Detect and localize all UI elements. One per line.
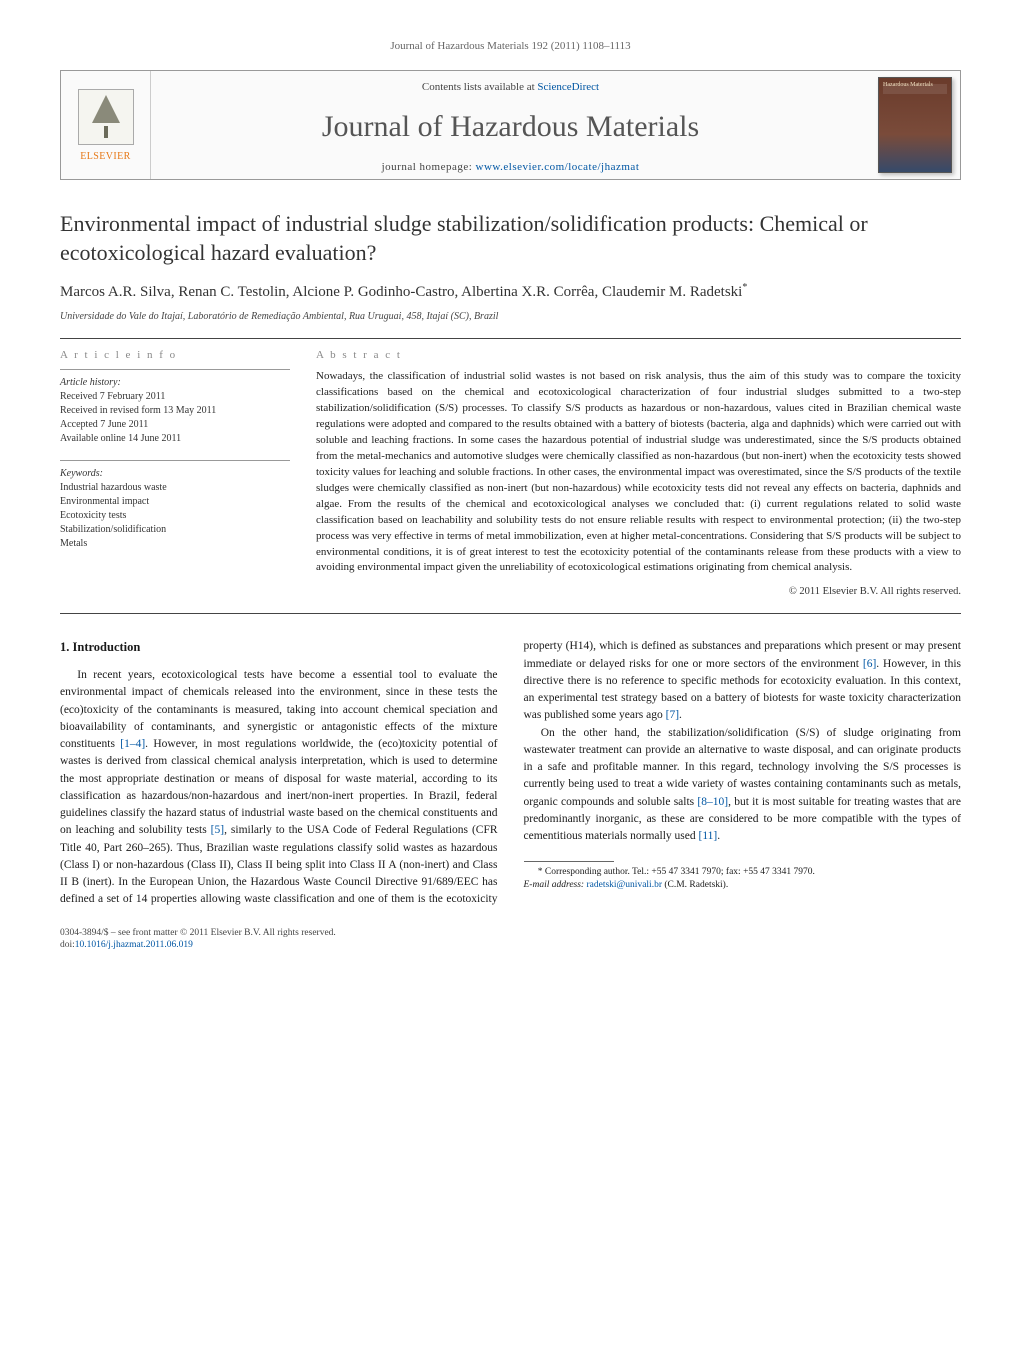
contents-prefix: Contents lists available at	[422, 81, 537, 93]
p1b: . However, in most regulations worldwide…	[60, 738, 498, 836]
keyword: Metals	[60, 537, 290, 551]
contents-line: Contents lists available at ScienceDirec…	[159, 81, 862, 93]
citation-link[interactable]: [8–10]	[697, 796, 728, 808]
affiliation: Universidade do Vale do Itajaí, Laborató…	[60, 311, 961, 322]
running-head: Journal of Hazardous Materials 192 (2011…	[60, 40, 961, 52]
keyword: Stabilization/solidification	[60, 523, 290, 537]
footnote-separator	[524, 861, 614, 862]
publisher-block: ELSEVIER	[61, 71, 151, 179]
abstract-heading: a b s t r a c t	[316, 349, 961, 361]
publisher-tree-icon	[78, 89, 134, 145]
keywords-list: Industrial hazardous waste Environmental…	[60, 481, 290, 551]
page-root: Journal of Hazardous Materials 192 (2011…	[0, 0, 1021, 982]
journal-name: Journal of Hazardous Materials	[159, 110, 862, 144]
abstract-column: a b s t r a c t Nowadays, the classifica…	[316, 349, 961, 597]
keywords-label: Keywords:	[60, 468, 103, 479]
citation-link[interactable]: [7]	[666, 709, 679, 721]
corresponding-mark: *	[742, 282, 747, 293]
author-list: Marcos A.R. Silva, Renan C. Testolin, Al…	[60, 281, 961, 303]
abstract-copyright: © 2011 Elsevier B.V. All rights reserved…	[316, 586, 961, 597]
author-names: Marcos A.R. Silva, Renan C. Testolin, Al…	[60, 284, 742, 300]
sciencedirect-link[interactable]: ScienceDirect	[537, 81, 599, 93]
rule-bottom	[60, 613, 961, 614]
info-abstract-row: a r t i c l e i n f o Article history: R…	[60, 349, 961, 597]
p3c: .	[717, 830, 720, 842]
cover-block: Hazardous Materials	[870, 71, 960, 179]
info-subrule-2	[60, 460, 290, 461]
rule-top	[60, 338, 961, 339]
article-info-column: a r t i c l e i n f o Article history: R…	[60, 349, 290, 597]
received-revised-date: Received in revised form 13 May 2011	[60, 405, 216, 416]
publisher-name: ELSEVIER	[80, 151, 130, 162]
homepage-prefix: journal homepage:	[382, 161, 476, 173]
corr-author-contact: * Corresponding author. Tel.: +55 47 334…	[538, 867, 815, 877]
keyword: Ecotoxicity tests	[60, 509, 290, 523]
p2c: .	[679, 709, 682, 721]
email-label: E-mail address:	[524, 880, 587, 890]
issn-line: 0304-3894/$ – see front matter © 2011 El…	[60, 927, 961, 940]
accepted-date: Accepted 7 June 2011	[60, 419, 148, 430]
history-label: Article history:	[60, 377, 121, 388]
citation-link[interactable]: [1–4]	[120, 738, 145, 750]
article-history-block: Article history: Received 7 February 201…	[60, 376, 290, 446]
online-date: Available online 14 June 2011	[60, 433, 181, 444]
doi-link[interactable]: 10.1016/j.jhazmat.2011.06.019	[75, 940, 193, 950]
citation-link[interactable]: [5]	[211, 824, 224, 836]
citation-link[interactable]: [11]	[699, 830, 718, 842]
doi-prefix: doi:	[60, 940, 75, 950]
journal-cover-icon: Hazardous Materials	[878, 77, 952, 173]
doi-line: doi:10.1016/j.jhazmat.2011.06.019	[60, 939, 961, 952]
keyword: Industrial hazardous waste	[60, 481, 290, 495]
email-paren: (C.M. Radetski).	[662, 880, 728, 890]
article-info-heading: a r t i c l e i n f o	[60, 349, 290, 361]
abstract-text: Nowadays, the classification of industri…	[316, 369, 961, 576]
section-heading: 1. Introduction	[60, 638, 498, 657]
intro-p2: On the other hand, the stabilization/sol…	[524, 725, 962, 846]
masthead: ELSEVIER Contents lists available at Sci…	[60, 70, 961, 180]
citation-link[interactable]: [6]	[863, 658, 876, 670]
cover-caption: Hazardous Materials	[883, 82, 933, 88]
corresponding-footnote: * Corresponding author. Tel.: +55 47 334…	[524, 866, 962, 892]
keyword: Environmental impact	[60, 495, 290, 509]
info-subrule-1	[60, 369, 290, 370]
keywords-block: Keywords: Industrial hazardous waste Env…	[60, 467, 290, 551]
page-footer: 0304-3894/$ – see front matter © 2011 El…	[60, 927, 961, 953]
received-date: Received 7 February 2011	[60, 391, 165, 402]
homepage-link[interactable]: www.elsevier.com/locate/jhazmat	[476, 161, 640, 173]
masthead-center: Contents lists available at ScienceDirec…	[151, 71, 870, 179]
corr-email-link[interactable]: radetski@univali.br	[586, 880, 662, 890]
article-title: Environmental impact of industrial sludg…	[60, 210, 961, 267]
homepage-line: journal homepage: www.elsevier.com/locat…	[159, 161, 862, 173]
body-columns: 1. Introduction In recent years, ecotoxi…	[60, 638, 961, 908]
